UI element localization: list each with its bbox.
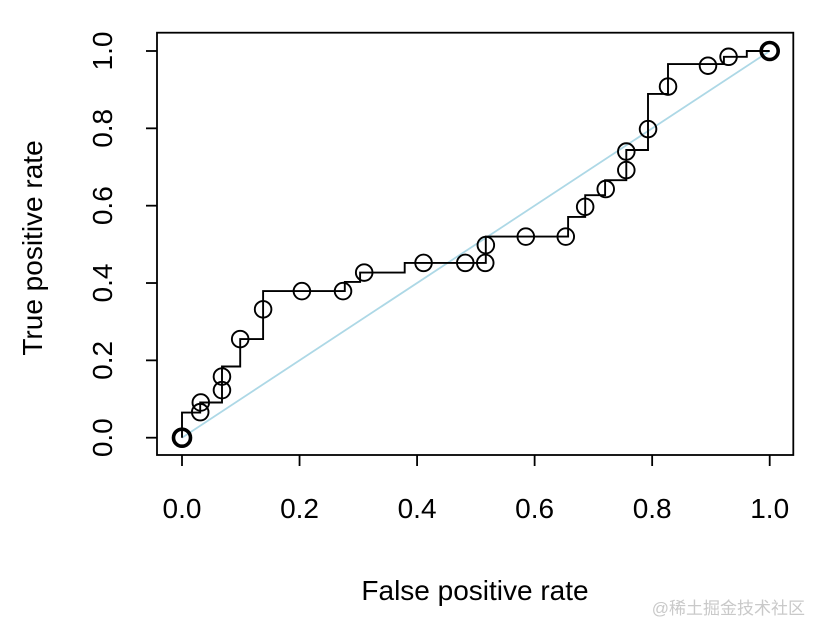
x-axis-tick-label: 0.6: [515, 493, 554, 524]
roc-cutoff-marker: [698, 56, 718, 75]
x-axis-tick-label: 0.4: [398, 493, 437, 524]
x-axis-tick-label: 0.8: [633, 493, 672, 524]
roc-cutoff-marker: [596, 179, 615, 199]
roc-cutoff-marker: [456, 253, 475, 273]
roc-cutoff-marker: [617, 160, 636, 180]
roc-cutoff-marker: [354, 263, 374, 282]
roc-cutoff-marker: [212, 367, 232, 386]
roc-endpoint-marker: [759, 40, 781, 62]
roc-endpoint-marker: [171, 427, 193, 449]
y-axis-tick-label: 0.2: [87, 341, 118, 380]
y-axis-tick-label: 0.6: [87, 186, 118, 225]
y-axis-title: True positive rate: [17, 140, 48, 356]
roc-cutoff-marker: [617, 142, 636, 161]
roc-cutoff-marker: [719, 47, 738, 67]
roc-cutoff-marker: [476, 235, 496, 255]
roc-cutoff-marker: [638, 119, 658, 139]
roc-cutoff-marker: [190, 402, 210, 422]
roc-cutoff-marker: [575, 197, 595, 217]
roc-cutoff-marker: [292, 281, 312, 301]
roc-cutoff-marker: [476, 253, 495, 273]
roc-cutoff-marker: [556, 227, 576, 246]
plot-box: [156, 31, 795, 456]
y-axis-tick-label: 0.0: [87, 418, 118, 457]
x-axis-tick-label: 0.2: [280, 493, 319, 524]
roc-cutoff-marker: [253, 300, 273, 319]
roc-cutoff-marker: [230, 329, 250, 349]
x-axis-tick-label: 1.0: [750, 493, 789, 524]
x-axis-tick-label: 0.0: [163, 493, 202, 524]
chance-diagonal-line: [181, 50, 771, 439]
roc-cutoff-marker: [658, 77, 678, 96]
roc-cutoff-marker: [414, 253, 433, 273]
watermark-text: @稀土掘金技术社区: [651, 599, 805, 618]
y-axis-tick-label: 1.0: [87, 32, 118, 71]
y-axis-tick-label: 0.8: [87, 109, 118, 148]
roc-cutoff-marker: [191, 393, 211, 412]
roc-cutoff-marker: [516, 227, 536, 246]
roc-cutoff-marker: [333, 281, 353, 301]
y-axis-tick-label: 0.4: [87, 264, 118, 303]
roc-cutoff-marker: [212, 380, 232, 400]
x-axis-title: False positive rate: [361, 575, 589, 606]
